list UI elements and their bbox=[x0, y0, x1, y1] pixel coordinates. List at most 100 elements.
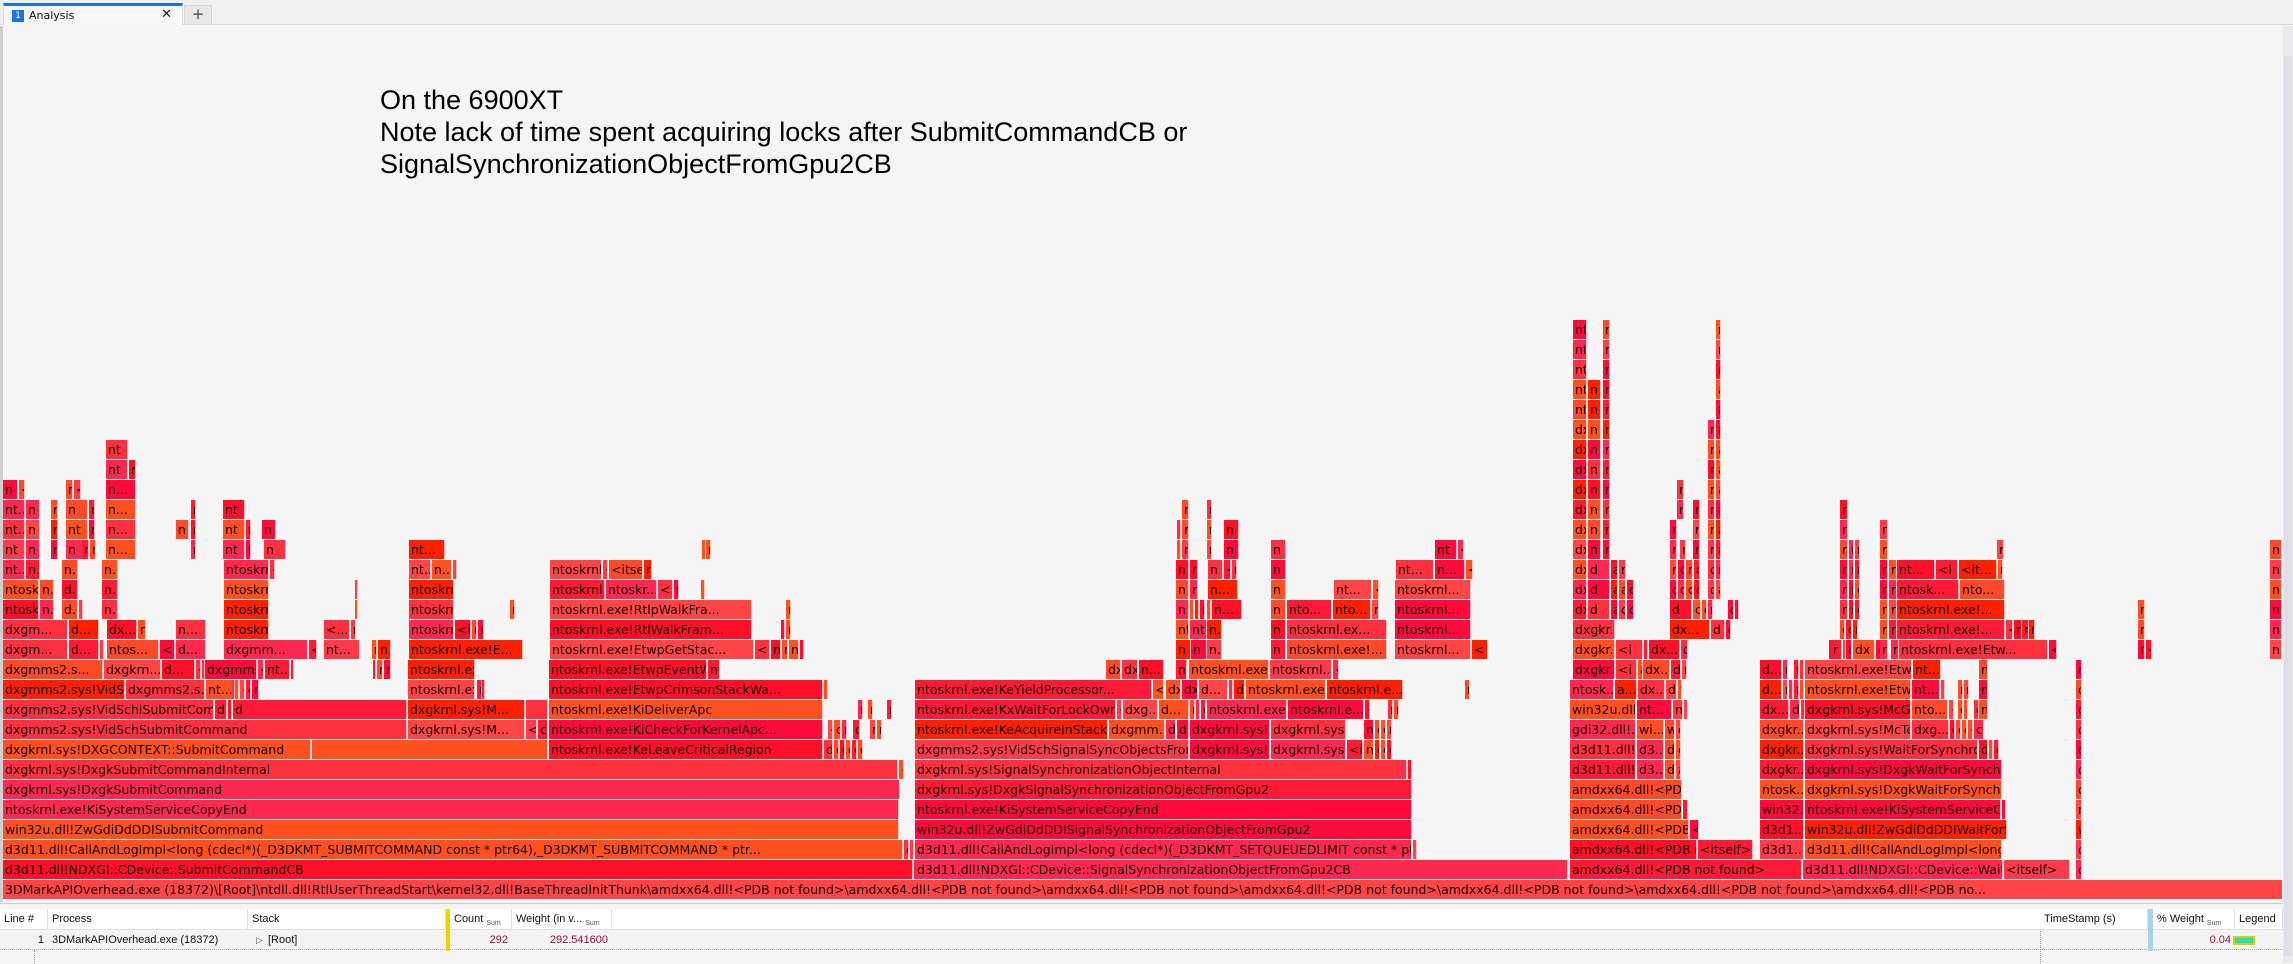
flame-frame[interactable]: c bbox=[1800, 680, 1804, 699]
flame-frame[interactable]: r bbox=[1387, 720, 1392, 739]
flame-frame[interactable]: dxgkrnl.sys!DxgkSignalSynchronizationObj… bbox=[915, 780, 1412, 799]
flame-frame[interactable]: r bbox=[1708, 600, 1713, 619]
flame-frame[interactable]: ntoskrnl... bbox=[1395, 640, 1471, 659]
flame-frame[interactable]: ntoskrnl.e... bbox=[1288, 700, 1364, 719]
flame-frame[interactable]: < bbox=[1989, 740, 1993, 759]
flame-frame[interactable]: r bbox=[1716, 360, 1721, 379]
column-header[interactable]: % Weight Sum bbox=[2153, 909, 2235, 930]
flame-frame[interactable]: n bbox=[1271, 540, 1286, 559]
flame-frame[interactable]: d bbox=[1681, 640, 1688, 659]
flame-frame[interactable]: r bbox=[1849, 560, 1854, 579]
flame-frame[interactable]: win32... bbox=[1760, 800, 1804, 819]
column-header[interactable]: Legend bbox=[2235, 909, 2283, 930]
flame-frame[interactable]: ntoskr... bbox=[606, 580, 657, 599]
flame-frame[interactable]: r bbox=[1891, 640, 1899, 659]
flame-frame[interactable]: n bbox=[26, 540, 40, 559]
flame-frame[interactable]: r bbox=[1207, 520, 1212, 539]
flame-frame[interactable]: ntoskrnl.exe!Etw... bbox=[1805, 660, 1912, 679]
flame-frame[interactable]: ntoskrnl.... bbox=[1270, 660, 1332, 679]
flame-frame[interactable]: dxgkrnl.sys!DXGCONTEXT::SubmitCommand bbox=[3, 740, 311, 759]
flame-frame[interactable]: r bbox=[1849, 600, 1854, 619]
flame-frame[interactable]: d... bbox=[1199, 680, 1228, 699]
flame-frame[interactable]: r bbox=[1880, 560, 1888, 579]
flame-frame[interactable]: g bbox=[1684, 700, 1688, 719]
flame-frame[interactable]: r bbox=[1465, 680, 1470, 699]
flame-frame[interactable]: r bbox=[478, 620, 484, 639]
flame-frame[interactable]: d bbox=[1588, 600, 1610, 619]
flame-frame[interactable]: < bbox=[781, 620, 785, 639]
flame-frame[interactable]: n... bbox=[102, 580, 118, 599]
flame-frame[interactable]: ntoskrnl.exe!... bbox=[1897, 600, 2005, 619]
column-divider-highlight[interactable] bbox=[446, 909, 450, 951]
flame-frame[interactable]: n... bbox=[1207, 640, 1222, 659]
flame-frame[interactable]: n bbox=[1364, 740, 1374, 759]
flame-frame[interactable]: r bbox=[1603, 500, 1610, 519]
flame-frame[interactable]: r bbox=[1207, 500, 1212, 519]
flame-frame[interactable]: < bbox=[1373, 580, 1379, 599]
flame-frame[interactable]: a bbox=[1644, 640, 1648, 659]
column-header[interactable]: Count Sum bbox=[450, 909, 512, 930]
flame-frame[interactable]: c bbox=[1381, 740, 1386, 759]
flame-frame[interactable]: n bbox=[644, 560, 652, 579]
flame-frame[interactable]: n bbox=[378, 640, 391, 659]
flame-frame[interactable]: < bbox=[1413, 840, 1417, 859]
flame-frame[interactable]: nt bbox=[106, 440, 128, 459]
flame-frame[interactable]: nt bbox=[3, 540, 25, 559]
flame-frame[interactable]: c bbox=[1974, 700, 1979, 719]
flame-frame[interactable]: < bbox=[603, 560, 608, 579]
flame-frame[interactable]: dxgkrnl.sys!McTe... bbox=[1805, 720, 1911, 739]
flame-frame[interactable]: nt bbox=[708, 660, 720, 679]
flame-frame[interactable]: r bbox=[786, 600, 791, 619]
flame-frame[interactable]: win32u.dll... bbox=[1570, 700, 1636, 719]
flame-frame[interactable]: r bbox=[51, 540, 58, 559]
tab-analysis[interactable]: 1 Analysis ✕ bbox=[3, 3, 183, 25]
flame-frame[interactable]: d... bbox=[62, 600, 78, 619]
flame-frame[interactable]: win32u.dll!ZwGdiDdDDIWaitForSync... bbox=[1805, 820, 2007, 839]
flame-frame[interactable]: r bbox=[1708, 440, 1715, 459]
flame-frame[interactable]: a bbox=[1611, 580, 1618, 599]
flame-frame[interactable]: dx bbox=[1182, 680, 1198, 699]
flame-frame[interactable]: r bbox=[372, 640, 377, 659]
flame-frame[interactable]: r bbox=[1693, 500, 1700, 519]
flame-frame[interactable]: c bbox=[1375, 720, 1380, 739]
flame-frame[interactable]: d bbox=[853, 720, 860, 739]
flame-frame[interactable]: a bbox=[1638, 660, 1643, 679]
flame-frame[interactable]: < bbox=[74, 480, 81, 499]
flame-frame[interactable]: r bbox=[355, 600, 358, 619]
flame-frame[interactable]: c bbox=[1387, 740, 1392, 759]
flame-frame[interactable]: d bbox=[1588, 580, 1610, 599]
flame-frame[interactable]: < bbox=[702, 540, 706, 559]
flame-frame[interactable]: d bbox=[1588, 560, 1610, 579]
flame-frame[interactable]: n bbox=[1191, 640, 1207, 659]
flame-frame[interactable]: r bbox=[1182, 520, 1189, 539]
flame-frame[interactable]: n bbox=[262, 520, 276, 539]
flame-frame[interactable]: r bbox=[1603, 520, 1610, 539]
flame-frame[interactable]: < bbox=[824, 680, 828, 699]
flame-frame[interactable]: n bbox=[2270, 640, 2282, 659]
flame-frame[interactable]: n bbox=[789, 640, 799, 659]
flame-frame[interactable]: ntoskrnl... bbox=[409, 620, 454, 639]
flame-frame[interactable]: r bbox=[1232, 560, 1237, 579]
flame-frame[interactable]: r bbox=[1708, 500, 1715, 519]
flame-frame[interactable]: ntoskrnl.exe!E... bbox=[408, 660, 475, 679]
flame-frame[interactable]: d bbox=[1166, 720, 1176, 739]
flame-frame[interactable]: r bbox=[1880, 540, 1888, 559]
flame-frame[interactable]: < bbox=[2049, 640, 2057, 659]
flame-frame[interactable]: r bbox=[1708, 540, 1715, 559]
flame-frame[interactable]: dx bbox=[1573, 580, 1587, 599]
flame-frame[interactable]: r bbox=[1831, 640, 1842, 659]
flame-frame[interactable]: ntos... bbox=[107, 640, 159, 659]
flame-frame[interactable]: n bbox=[1271, 620, 1286, 639]
flame-frame[interactable]: n... bbox=[1208, 580, 1238, 599]
flame-frame[interactable]: r bbox=[786, 620, 791, 639]
flame-frame[interactable]: r bbox=[858, 700, 863, 719]
flame-frame[interactable]: dxgmms... bbox=[205, 660, 257, 679]
flame-frame[interactable]: ntoskrnl... bbox=[224, 580, 269, 599]
flame-frame[interactable]: r bbox=[1840, 540, 1848, 559]
flame-frame[interactable]: nt... bbox=[1897, 560, 1935, 579]
flame-frame[interactable]: ntoskrnl.exe!E... bbox=[409, 640, 523, 659]
flame-frame[interactable]: a... bbox=[1615, 680, 1637, 699]
flame-frame[interactable]: < bbox=[2146, 640, 2152, 659]
flame-frame[interactable]: <i bbox=[455, 620, 471, 639]
flame-frame[interactable]: c bbox=[1702, 600, 1707, 619]
